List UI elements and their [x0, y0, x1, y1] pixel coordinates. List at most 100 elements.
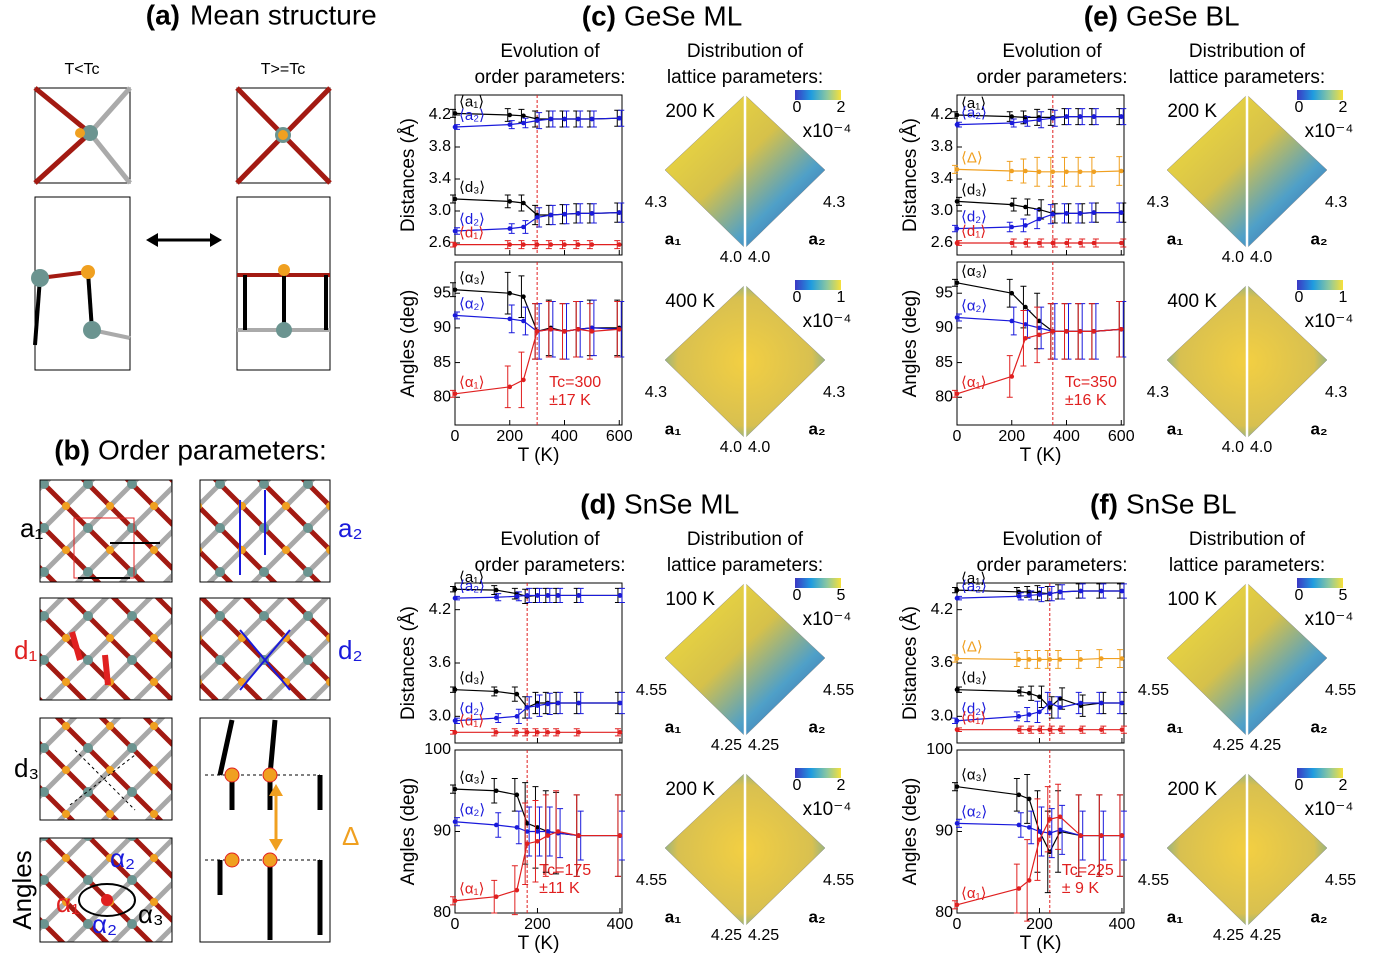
y-tick-label: 85 [935, 354, 953, 371]
data-point [1119, 656, 1125, 661]
y-tick-label: 4.2 [931, 601, 953, 618]
data-point [521, 224, 526, 230]
axis-corner: 4.55 [1138, 682, 1169, 699]
data-point [1016, 792, 1022, 798]
plot-frame [956, 261, 1125, 426]
series-label: ⟨d₁⟩ [459, 225, 484, 242]
data-point [1047, 705, 1053, 710]
data-point [514, 730, 520, 735]
data-point [954, 687, 960, 692]
colorbar-scale: x10⁻⁴ [1305, 799, 1354, 820]
data-point [575, 211, 581, 216]
data-point [954, 587, 960, 593]
data-point [617, 730, 623, 735]
x-tick-label: 600 [1108, 428, 1135, 445]
column-heading: Evolution of [1002, 529, 1102, 550]
column-heading: Distribution of [687, 41, 804, 62]
y-tick-label: 95 [433, 284, 451, 301]
tc-annotation: ±17 K [549, 392, 591, 409]
data-point [954, 595, 960, 601]
data-point [452, 228, 458, 234]
data-point [616, 242, 622, 247]
series-label: ⟨d₃⟩ [961, 670, 987, 687]
panel-label: (c) [582, 0, 616, 31]
data-point [1099, 588, 1104, 594]
data-point [1077, 240, 1083, 246]
data-point [1047, 657, 1053, 662]
data-point [1016, 886, 1022, 891]
angle-label: α₂ [92, 909, 117, 939]
panel-label: (a) [146, 0, 180, 30]
series-label: ⟨d₁⟩ [961, 223, 986, 240]
data-point [589, 242, 595, 247]
y-axis-title: Angles (deg) [900, 290, 921, 398]
data-point [617, 593, 623, 598]
surface-axis-label: a₂ [1310, 907, 1327, 926]
data-point [954, 315, 960, 320]
data-point [1057, 589, 1063, 595]
data-point [514, 825, 520, 830]
data-point [576, 593, 582, 598]
order-parameter-diagrams [39, 479, 331, 943]
y-tick-label: 80 [433, 388, 451, 405]
data-point [1037, 592, 1042, 597]
data-point [1091, 114, 1097, 119]
data-point [1057, 814, 1063, 820]
op-label: d₂ [338, 635, 363, 665]
data-point [1016, 594, 1022, 599]
x-axis-title: T (K) [518, 445, 560, 466]
axis-corner: 4.3 [823, 384, 845, 401]
data-point [521, 377, 526, 383]
data-point [1118, 240, 1124, 246]
y-tick-label: 3.8 [931, 138, 953, 155]
data-point [452, 595, 458, 601]
x-axis-title: T (K) [518, 933, 560, 954]
data-point [1009, 240, 1015, 246]
data-point [1057, 705, 1063, 710]
y-tick-label: 100 [424, 741, 451, 758]
data-point [1009, 202, 1015, 207]
temperature-label: 100 K [665, 589, 715, 610]
surface-axis-label: a₁ [665, 419, 682, 438]
surface-axis-label: a₁ [1167, 229, 1184, 248]
data-point [562, 211, 567, 217]
colorbar-tick: 2 [837, 777, 846, 794]
data-point [548, 326, 554, 332]
data-point [507, 384, 513, 390]
axis-corner: 4.25 [1213, 927, 1244, 944]
data-point [452, 391, 458, 397]
y-axis-title: Distances (Å) [900, 118, 921, 232]
y-tick-label: 2.6 [931, 234, 953, 251]
series-label: ⟨α₁⟩ [961, 885, 986, 902]
data-point [1047, 700, 1053, 706]
data-point [452, 287, 458, 293]
data-point [1026, 796, 1032, 802]
op-label: a₁ [20, 513, 43, 543]
axis-corner: 4.55 [1325, 682, 1356, 699]
data-point [524, 705, 530, 710]
data-point [548, 212, 554, 218]
surface-axis-label: a₁ [1167, 717, 1184, 736]
panel-title: GeSe BL [1126, 0, 1240, 31]
data-point [575, 326, 581, 332]
data-point [1119, 588, 1125, 594]
y-axis-title: Distances (Å) [398, 118, 419, 232]
op-label: Angles [7, 850, 37, 930]
data-point [545, 829, 551, 834]
data-point [545, 730, 551, 735]
temperature-label: 400 K [1167, 291, 1217, 312]
data-point [493, 730, 499, 735]
data-point [1064, 169, 1069, 175]
structure-diagram [31, 86, 332, 371]
y-tick-label: 4.2 [429, 601, 451, 618]
axis-corner: 4.3 [1325, 194, 1347, 211]
data-point [1009, 114, 1015, 119]
data-point [535, 829, 540, 834]
temperature-label: 200 K [1167, 101, 1217, 122]
data-point [1064, 329, 1069, 334]
colorbar-tick: 5 [837, 587, 846, 604]
data-point [1026, 825, 1032, 830]
colorbar-tick: 0 [1295, 99, 1304, 116]
surface-axis-label: a₁ [1167, 419, 1184, 438]
